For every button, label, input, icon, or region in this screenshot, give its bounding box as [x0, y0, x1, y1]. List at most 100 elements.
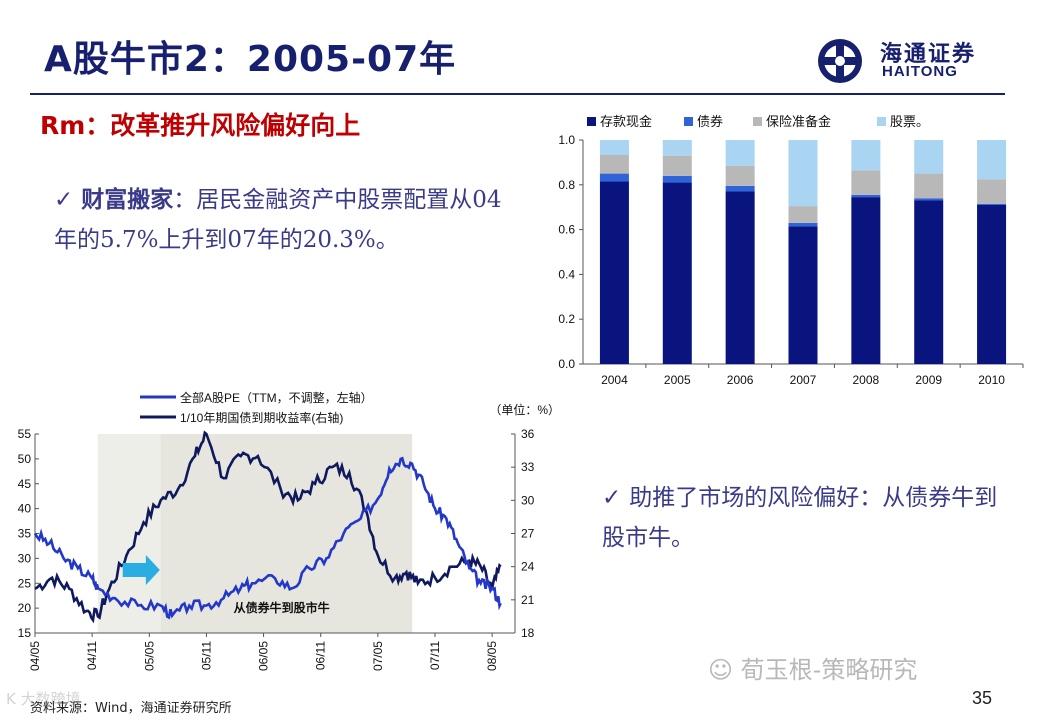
bar-segment — [914, 198, 944, 201]
check-icon: ✓ — [602, 485, 622, 511]
legend-label: 保险准备金 — [766, 114, 831, 129]
bullet-text: ：居民金融资产中股票配置从04年的5.7%上升到07年的20.3%。 — [54, 187, 502, 253]
left-y-tick-label: 20 — [18, 601, 32, 615]
legend-label: 存款现金 — [600, 114, 652, 129]
source-note: 资料来源：Wind，海通证券研究所 — [30, 701, 232, 716]
bar-segment — [914, 200, 944, 364]
page-title: A股牛市2：2005-07年 — [44, 39, 457, 80]
y-tick-label: 0.0 — [558, 357, 575, 371]
bar-marks — [599, 140, 1007, 364]
x-tick-label: 2010 — [978, 373, 1005, 387]
bar-segment — [788, 222, 818, 227]
bar-segment — [851, 197, 881, 364]
title-divider — [30, 93, 1005, 95]
bullet-text: 助推了市场的风险偏好：从债券牛到股市牛。 — [602, 485, 998, 551]
right-y-tick-label: 24 — [521, 560, 535, 574]
bar-segment — [914, 140, 944, 174]
legend-label-yield: 1/10年期国债到期收益率(右轴) — [180, 410, 343, 425]
x-tick-label: 07/11 — [428, 641, 442, 670]
legend-swatch — [684, 117, 693, 126]
x-tick-label: 04/11 — [85, 641, 99, 670]
left-y-tick-label: 25 — [18, 576, 32, 590]
left-y-tick-label: 30 — [18, 551, 32, 565]
series-line-yield — [34, 430, 502, 624]
bar-segment — [851, 194, 881, 198]
logo-text-en: HAITONG — [882, 63, 958, 80]
x-tick-label: 2009 — [915, 373, 942, 387]
wechat-icon: ☺ — [708, 656, 741, 684]
x-tick-label: 06/05 — [257, 641, 271, 671]
left-y-tick-label: 15 — [18, 626, 32, 640]
bar-segment — [788, 206, 818, 223]
x-tick-label: 2008 — [853, 373, 880, 387]
haitong-logo-icon — [818, 39, 862, 83]
bar-segment — [977, 204, 1007, 364]
bar-segment — [662, 140, 692, 156]
x-tick-label: 06/11 — [314, 641, 328, 670]
left-y-tick-label: 40 — [18, 502, 32, 516]
bar-segment — [914, 173, 944, 199]
legend-label-pe: 全部A股PE（TTM，不调整，左轴） — [180, 390, 373, 405]
right-y-tick-label: 21 — [521, 593, 535, 607]
bar-segment — [788, 140, 818, 207]
bar-segment — [788, 226, 818, 364]
bar-segment — [977, 140, 1007, 180]
right-y-tick-label: 18 — [521, 626, 535, 640]
logo-text-cn: 海通证券 — [880, 41, 977, 67]
bar-segment — [725, 140, 755, 166]
bar-segment — [851, 140, 881, 171]
left-y-tick-label: 35 — [18, 527, 32, 541]
right-y-tick-label: 30 — [521, 493, 535, 507]
section-subtitle: Rm：改革推升风险偏好向上 — [40, 111, 361, 140]
x-tick-label: 2005 — [664, 373, 691, 387]
bar-segment — [977, 179, 1007, 204]
bullet-head: 财富搬家 — [81, 186, 174, 213]
left-y-tick-label: 45 — [18, 477, 32, 491]
corner-watermark: K 大数跨境 — [6, 690, 81, 708]
chart-annotation: 从债券牛到股市牛 — [234, 600, 330, 615]
bullet-risk-appetite: ✓ 助推了市场的风险偏好：从债券牛到股市牛。 — [602, 478, 1002, 558]
legend-swatch — [587, 117, 596, 126]
bullet-wealth-shift: ✓ 财富搬家：居民金融资产中股票配置从04年的5.7%上升到07年的20.3%。 — [54, 180, 514, 260]
bar-segment — [662, 155, 692, 176]
y-tick-label: 0.6 — [558, 223, 575, 237]
right-y-tick-label: 36 — [521, 427, 535, 441]
legend-swatch — [753, 117, 762, 126]
unit-label: （单位：%） — [489, 402, 560, 417]
bar-segment — [599, 155, 629, 174]
x-tick-label: 2004 — [601, 373, 628, 387]
x-tick-label: 2007 — [790, 373, 817, 387]
left-y-tick-label: 50 — [18, 452, 32, 466]
bar-segment — [725, 165, 755, 186]
page-number: 35 — [972, 688, 993, 708]
bar-segment — [977, 203, 1007, 205]
bar-segment — [851, 170, 881, 195]
x-tick-label: 05/05 — [142, 641, 156, 671]
bar-segment — [599, 140, 629, 156]
right-y-tick-label: 33 — [521, 460, 535, 474]
bar-segment — [662, 182, 692, 364]
haitong-logo — [812, 36, 1002, 86]
line-marks: 从债券牛到股市牛 — [33, 430, 502, 624]
legend-swatch — [877, 117, 886, 126]
line-axes: 15 20 25 30 35 40 45 50 55 18 21 24 27 30 33 36 04/05 04/… — [18, 427, 535, 671]
pe-vs-bond-yield-line-chart: 全部A股PE（TTM，不调整，左轴） 1/10年期国债到期收益率(右轴) （单位：%… — [18, 390, 560, 671]
x-tick-label: 05/11 — [199, 641, 213, 670]
x-tick-label: 07/05 — [371, 641, 385, 671]
bar-axes: 0.0 0.2 0.4 0.6 0.8 1.0 2004 2005 2006 2007 2008 20… — [558, 133, 1024, 387]
bar-segment — [725, 185, 755, 192]
line-legend: 全部A股PE（TTM，不调整，左轴） 1/10年期国债到期收益率(右轴) （单位：%… — [140, 390, 560, 425]
y-tick-label: 0.2 — [558, 312, 575, 326]
x-tick-label: 04/05 — [28, 641, 42, 671]
household-asset-stacked-bar-chart: 存款现金 债券 保险准备金 股票。 0.0 0.2 0.4 0.6 0.8 1.0 2004 200… — [558, 114, 1024, 387]
legend-label: 股票。 — [890, 114, 929, 129]
wechat-watermark: ☺ 荀玉根-策略研究 — [708, 650, 917, 685]
series-line-pe — [33, 456, 502, 620]
y-tick-label: 1.0 — [558, 133, 575, 147]
transition-arrow-icon — [122, 554, 160, 585]
watermark-text: 荀玉根-策略研究 — [740, 656, 918, 684]
bar-segment — [599, 173, 629, 182]
bar-segment — [725, 191, 755, 364]
right-y-tick-label: 27 — [521, 527, 535, 541]
y-tick-label: 0.4 — [558, 267, 575, 281]
